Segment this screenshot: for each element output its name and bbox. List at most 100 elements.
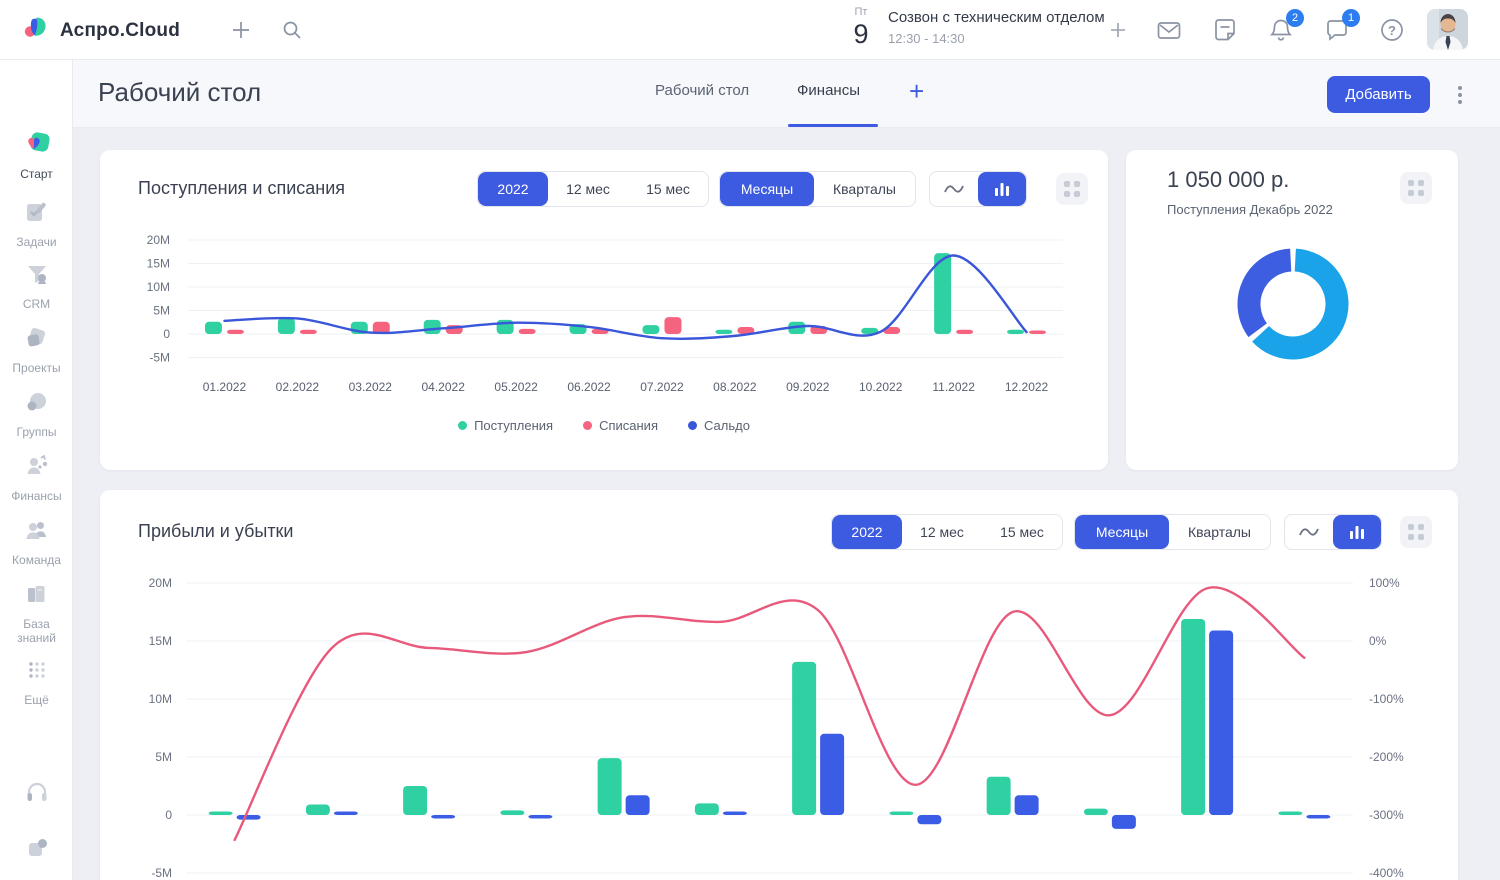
sidebar-item-tasks[interactable]: Задачи <box>0 198 73 249</box>
svg-text:02.2022: 02.2022 <box>276 380 320 394</box>
svg-text:-5M: -5M <box>151 866 172 880</box>
calendar-day[interactable]: Пт 9 <box>848 6 874 49</box>
sidebar-item-finance[interactable]: Финансы <box>0 452 73 503</box>
sidebar-item-knowledge-base[interactable]: База знаний <box>0 580 73 645</box>
add-event-icon[interactable] <box>1105 17 1131 43</box>
cashflow-legend: Поступления Списания Сальдо <box>100 418 1108 433</box>
topbar-plus-icon[interactable] <box>228 17 254 43</box>
pnl-drag-handle-icon[interactable] <box>1400 516 1432 548</box>
svg-text:03.2022: 03.2022 <box>349 380 393 394</box>
cashflow-granularity-toggle: Месяцы Кварталы <box>719 171 916 207</box>
donut-drag-handle-icon[interactable] <box>1400 172 1432 204</box>
outflow-dot-icon <box>583 421 593 430</box>
svg-text:10.2022: 10.2022 <box>859 380 903 394</box>
pnl-period-toggle: 2022 12 мес 15 мес <box>831 514 1063 550</box>
period-15m-button[interactable]: 15 мес <box>628 172 708 206</box>
avatar[interactable] <box>1427 9 1468 50</box>
svg-text:5M: 5M <box>155 750 172 764</box>
sidebar-label: CRM <box>22 297 51 311</box>
months-button[interactable]: Месяцы <box>1075 515 1169 549</box>
tab-finance[interactable]: Финансы <box>797 82 860 99</box>
balance-dot-icon <box>687 421 697 430</box>
svg-text:100%: 100% <box>1369 576 1400 590</box>
start-heart-icon <box>22 128 52 163</box>
notifications-badge: 2 <box>1286 9 1304 27</box>
chat-icon[interactable]: 1 <box>1323 9 1360 44</box>
projects-icon <box>23 324 51 357</box>
search-icon[interactable] <box>279 17 305 43</box>
line-chart-type-icon[interactable] <box>930 172 978 206</box>
integrations-puzzle-icon[interactable] <box>0 834 73 864</box>
mail-icon[interactable] <box>1155 16 1183 44</box>
pnl-charttype-toggle <box>1284 514 1382 550</box>
sidebar-label: Команда <box>12 553 61 567</box>
tasks-icon <box>23 198 51 231</box>
svg-text:04.2022: 04.2022 <box>422 380 466 394</box>
sidebar-label: Задачи <box>16 235 57 249</box>
groups-icon <box>23 388 51 421</box>
svg-text:-300%: -300% <box>1369 808 1404 822</box>
sidebar: Старт Задачи CRM Проекты Группы <box>0 60 73 880</box>
tab-dashboard[interactable]: Рабочий стол <box>655 82 750 99</box>
sidebar-item-groups[interactable]: Группы <box>0 388 73 439</box>
months-button[interactable]: Месяцы <box>720 172 814 206</box>
legend-item-inflow[interactable]: Поступления <box>458 418 553 433</box>
period-2022-button[interactable]: 2022 <box>832 515 902 549</box>
svg-text:10M: 10M <box>147 280 170 294</box>
bar-chart-type-icon[interactable] <box>978 172 1026 206</box>
svg-text:0: 0 <box>165 808 172 822</box>
period-2022-button[interactable]: 2022 <box>478 172 548 206</box>
sidebar-item-projects[interactable]: Проекты <box>0 324 73 375</box>
svg-text:0%: 0% <box>1369 634 1387 648</box>
sidebar-item-crm[interactable]: CRM <box>0 260 73 311</box>
legend-item-balance[interactable]: Сальдо <box>687 418 750 433</box>
svg-text:-100%: -100% <box>1369 692 1404 706</box>
quarters-button[interactable]: Кварталы <box>814 172 915 206</box>
cashflow-period-toggle: 2022 12 мес 15 мес <box>477 171 709 207</box>
knowledge-base-icon <box>23 580 51 613</box>
donut-subtitle: Поступления Декабрь 2022 <box>1167 202 1333 217</box>
svg-text:07.2022: 07.2022 <box>640 380 684 394</box>
pnl-chart: 20M 100% 15M 0% 10M -100% 5M -200% 0 -300% -5M -400… <box>149 576 1404 880</box>
quarters-button[interactable]: Кварталы <box>1169 515 1270 549</box>
period-12m-button[interactable]: 12 мес <box>902 515 982 549</box>
add-tab-icon[interactable]: + <box>909 76 925 106</box>
bell-icon[interactable]: 2 <box>1267 9 1304 44</box>
bar-chart-type-icon[interactable] <box>1333 515 1381 549</box>
calendar-event[interactable]: Созвон с техническим отделом 12:30 - 14:… <box>888 8 1105 48</box>
svg-text:15M: 15M <box>147 257 170 271</box>
line-chart-type-icon[interactable] <box>1285 515 1333 549</box>
add-widget-button[interactable]: Добавить <box>1327 76 1430 113</box>
calendar-date: 9 <box>853 19 869 49</box>
period-15m-button[interactable]: 15 мес <box>982 515 1062 549</box>
topbar: Аспро.Cloud Пт 9 Созвон с техническим от… <box>0 0 1500 60</box>
event-title: Созвон с техническим отделом <box>888 9 1105 26</box>
legend-item-outflow[interactable]: Списания <box>583 418 658 433</box>
sidebar-label: Ещё <box>24 693 49 707</box>
support-headset-icon[interactable] <box>0 778 73 808</box>
note-icon[interactable] <box>1211 16 1239 44</box>
period-12m-button[interactable]: 12 мес <box>548 172 628 206</box>
cashflow-drag-handle-icon[interactable] <box>1056 173 1088 205</box>
svg-text:0: 0 <box>163 327 170 341</box>
svg-text:01.2022: 01.2022 <box>203 380 247 394</box>
logo[interactable]: Аспро.Cloud <box>22 14 180 47</box>
svg-text:20M: 20M <box>147 233 170 247</box>
cashflow-charttype-toggle <box>929 171 1027 207</box>
sidebar-item-start[interactable]: Старт <box>0 128 73 181</box>
logo-text: Аспро.Cloud <box>60 19 181 41</box>
svg-text:15M: 15M <box>149 634 172 648</box>
page-title: Рабочий стол <box>98 77 262 107</box>
pnl-granularity-toggle: Месяцы Кварталы <box>1074 514 1271 550</box>
page-menu-kebab-icon[interactable] <box>1453 78 1467 112</box>
svg-text:5M: 5M <box>153 304 170 318</box>
help-icon[interactable]: ? <box>1378 16 1406 44</box>
sidebar-label: Финансы <box>11 489 62 503</box>
svg-text:10M: 10M <box>149 692 172 706</box>
sidebar-item-team[interactable]: Команда <box>0 516 73 567</box>
card-december-inflow: 1 050 000 р. Поступления Декабрь 2022 <box>1126 150 1458 470</box>
sidebar-item-more[interactable]: Ещё <box>0 656 73 707</box>
svg-text:20M: 20M <box>149 576 172 590</box>
svg-text:-5M: -5M <box>149 351 170 365</box>
